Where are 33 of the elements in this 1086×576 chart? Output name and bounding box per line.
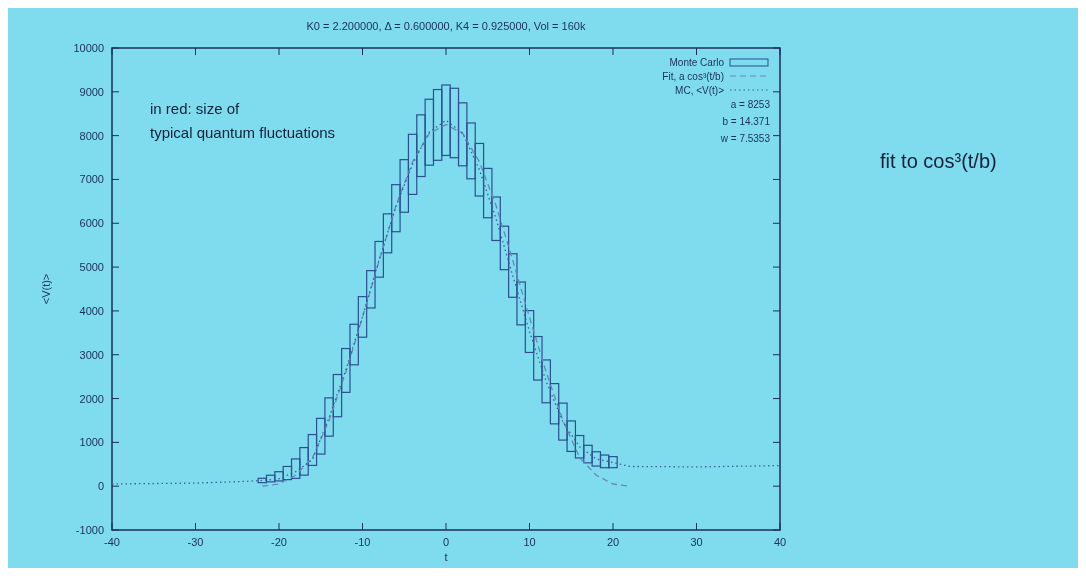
x-tick-label: -10 (354, 536, 371, 548)
annotation: a = 8253 (730, 99, 771, 110)
y-tick-label: 4000 (79, 304, 104, 317)
chart-title: K0 = 2.200000, Δ = 0.600000, K4 = 0.925000, Vol = 160k (306, 20, 586, 32)
x-tick-label: -20 (271, 536, 287, 548)
x-tick-label: 10 (523, 536, 536, 548)
x-tick-label: 0 (442, 536, 450, 548)
y-tick-label: 5000 (79, 261, 104, 274)
legend-label: Monte Carlo (669, 57, 725, 68)
y-tick-label: 7000 (79, 173, 104, 186)
y-axis-title: <V(t)> (40, 273, 52, 305)
y-tick-label: 1000 (79, 436, 104, 449)
legend-label: Fit, a cos³(t/b) (662, 71, 724, 82)
y-tick-label: -1000 (75, 524, 104, 536)
x-tick-label: 30 (690, 536, 703, 548)
legend-label: MC, <V(t)> (675, 85, 725, 96)
x-tick-label: 40 (773, 536, 787, 548)
x-tick-label: -30 (187, 536, 204, 548)
y-tick-label: 10000 (73, 42, 104, 54)
x-axis-title: t (444, 551, 448, 563)
y-tick-label: 8000 (79, 129, 104, 142)
annotation: in red: size of typical quantum fluctuations (150, 100, 336, 141)
annotation: w = 7.5353 (719, 133, 771, 144)
y-tick-label: 6000 (79, 217, 104, 230)
y-tick-label: 9000 (79, 85, 104, 98)
y-tick-label: 3000 (79, 348, 104, 361)
x-tick-label: -40 (104, 536, 120, 548)
y-tick-label: 0 (97, 480, 104, 493)
line-series (111, 119, 781, 485)
text: fit to cos³(t/b) (880, 150, 997, 172)
y-tick-label: 2000 (79, 392, 104, 405)
x-tick-label: 20 (606, 536, 620, 548)
annotation: b = 14.371 (722, 116, 771, 127)
